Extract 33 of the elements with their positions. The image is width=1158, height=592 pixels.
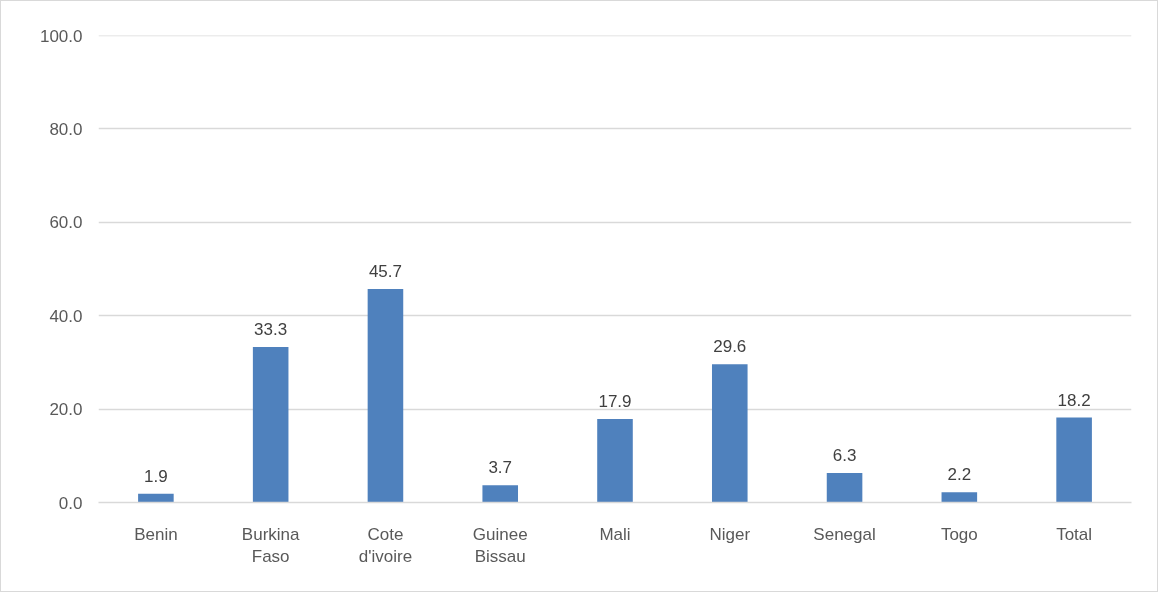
data-label: 29.6	[713, 337, 747, 357]
x-tick-label: Benin	[134, 524, 178, 544]
data-label: 17.9	[598, 391, 632, 411]
bar	[367, 289, 404, 503]
data-label: 3.7	[488, 458, 513, 478]
x-tick-label: Guinee Bissau	[472, 524, 528, 567]
y-tick-label: 20.0	[49, 400, 83, 420]
x-tick-label: Senegal	[813, 524, 876, 544]
data-label: 18.2	[1057, 390, 1091, 410]
bar	[826, 473, 863, 503]
bar	[711, 364, 748, 503]
data-label: 45.7	[368, 262, 402, 282]
y-tick-label: 80.0	[49, 119, 83, 139]
bar	[482, 485, 519, 503]
data-label: 33.3	[254, 319, 288, 339]
x-tick-label: Mali	[599, 524, 631, 544]
y-tick-label: 60.0	[49, 213, 83, 233]
y-tick-label: 40.0	[49, 306, 83, 326]
x-tick-label: Total	[1056, 524, 1093, 544]
bar	[597, 418, 633, 503]
x-tick-label: Niger	[709, 524, 751, 544]
y-tick-label: 100.0	[39, 26, 83, 46]
bar	[138, 493, 174, 503]
bar	[1056, 417, 1092, 503]
data-label: 2.2	[947, 465, 972, 485]
data-label: 6.3	[832, 446, 857, 466]
x-tick-label: Togo	[940, 524, 978, 544]
x-tick-label: Cote d'ivoire	[358, 524, 413, 567]
y-tick-label: 0.0	[58, 493, 83, 513]
data-label: 1.9	[144, 466, 168, 486]
x-tick-label: Burkina Faso	[241, 524, 301, 567]
bar	[252, 346, 289, 503]
bar	[941, 492, 978, 503]
